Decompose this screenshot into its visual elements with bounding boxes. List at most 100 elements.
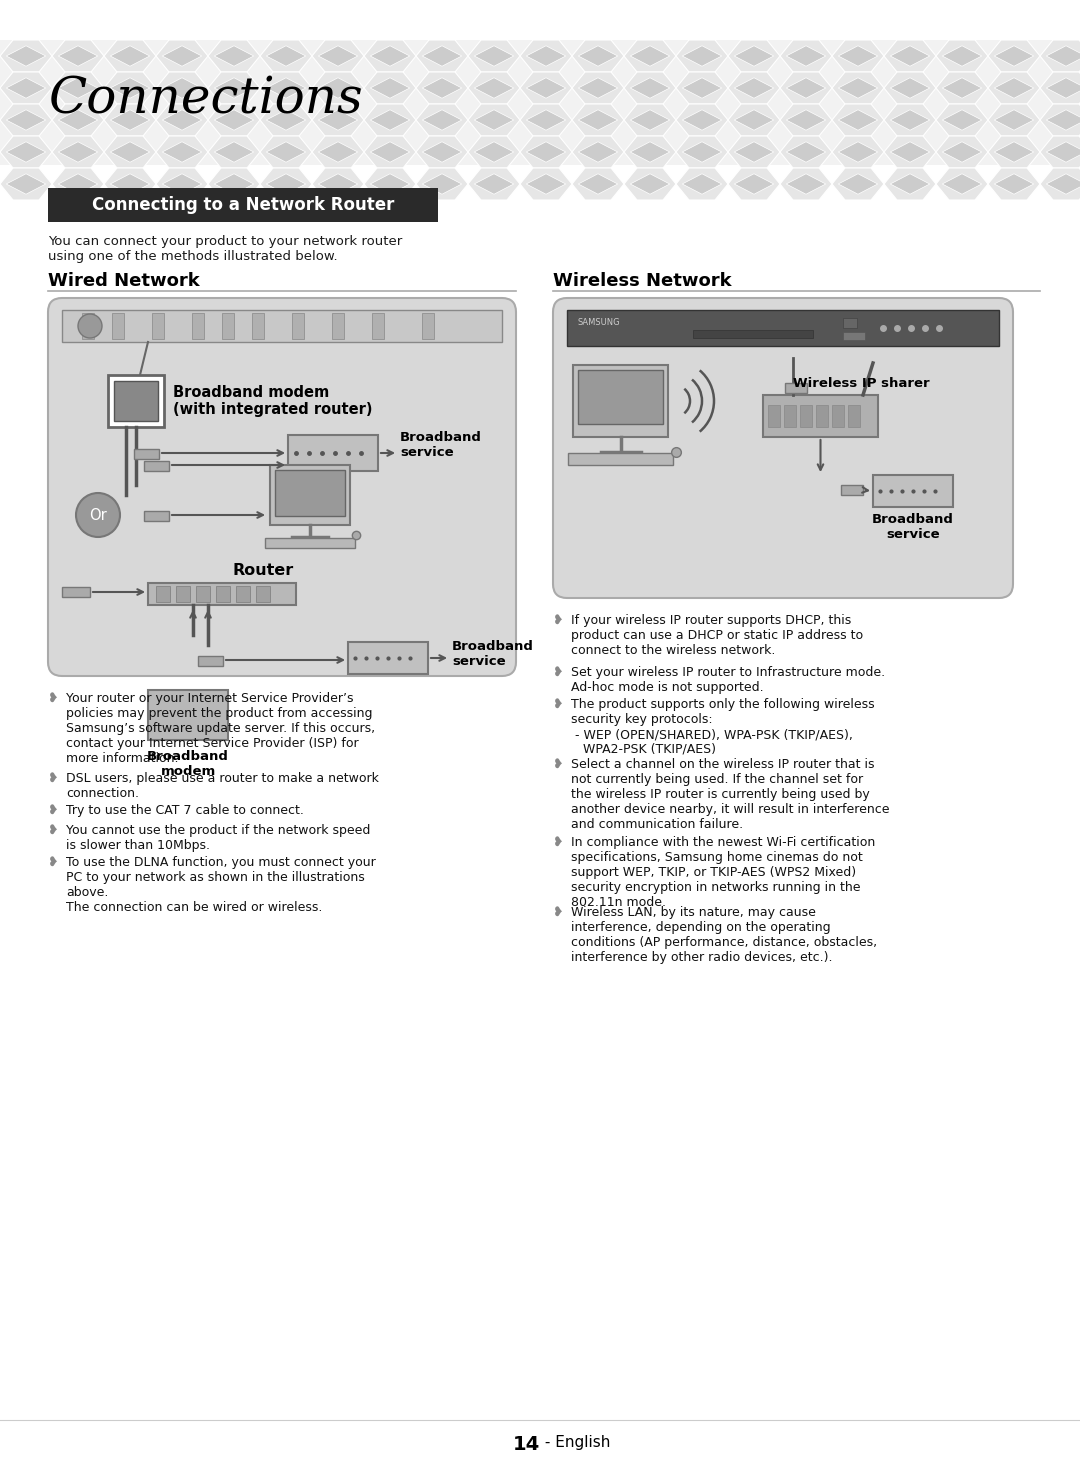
Bar <box>82 314 94 339</box>
Text: ❥: ❥ <box>553 759 564 771</box>
Bar <box>176 586 190 602</box>
Polygon shape <box>578 78 618 98</box>
Polygon shape <box>52 72 104 104</box>
Bar <box>275 470 345 516</box>
Polygon shape <box>1047 142 1080 163</box>
Text: ❥: ❥ <box>48 856 58 870</box>
Text: Broadband
service: Broadband service <box>453 640 534 669</box>
Bar <box>112 314 124 339</box>
Text: In compliance with the newest Wi-Fi certification
specifications, Samsung home c: In compliance with the newest Wi-Fi cert… <box>571 836 875 910</box>
Polygon shape <box>319 78 357 98</box>
Polygon shape <box>1047 109 1080 130</box>
Polygon shape <box>468 104 519 136</box>
Polygon shape <box>1040 104 1080 136</box>
Text: ❥: ❥ <box>553 836 564 849</box>
Polygon shape <box>110 142 150 163</box>
Polygon shape <box>676 136 728 169</box>
Polygon shape <box>995 78 1034 98</box>
Bar <box>152 314 164 339</box>
Polygon shape <box>936 169 988 200</box>
Polygon shape <box>1047 78 1080 98</box>
Polygon shape <box>319 46 357 67</box>
Polygon shape <box>838 173 878 194</box>
Polygon shape <box>208 136 260 169</box>
Polygon shape <box>838 78 878 98</box>
Bar <box>816 405 828 427</box>
Bar <box>265 538 355 549</box>
Polygon shape <box>267 142 306 163</box>
Bar <box>785 383 807 393</box>
Polygon shape <box>1047 46 1080 67</box>
Polygon shape <box>110 173 150 194</box>
Bar <box>108 376 164 427</box>
Bar <box>222 314 234 339</box>
Polygon shape <box>838 109 878 130</box>
Polygon shape <box>832 72 885 104</box>
Text: ❥: ❥ <box>553 698 564 711</box>
Polygon shape <box>578 173 618 194</box>
Polygon shape <box>942 46 982 67</box>
Polygon shape <box>683 142 721 163</box>
Polygon shape <box>6 173 45 194</box>
Polygon shape <box>526 109 566 130</box>
Polygon shape <box>936 136 988 169</box>
Text: ❥: ❥ <box>553 666 564 679</box>
Polygon shape <box>370 78 409 98</box>
Polygon shape <box>58 109 98 130</box>
Polygon shape <box>6 46 45 67</box>
Polygon shape <box>0 72 52 104</box>
Polygon shape <box>890 78 930 98</box>
Polygon shape <box>422 78 462 98</box>
Polygon shape <box>58 142 98 163</box>
Polygon shape <box>162 173 202 194</box>
Polygon shape <box>110 46 150 67</box>
Bar <box>768 405 780 427</box>
Text: Your router or your Internet Service Provider’s
policies may prevent the product: Your router or your Internet Service Pro… <box>66 692 375 765</box>
Bar <box>873 475 953 507</box>
Polygon shape <box>995 109 1034 130</box>
Text: Select a channel on the wireless IP router that is
not currently being used. If : Select a channel on the wireless IP rout… <box>571 759 890 831</box>
Bar <box>288 435 378 470</box>
Polygon shape <box>526 78 566 98</box>
Bar <box>192 314 204 339</box>
Polygon shape <box>832 40 885 72</box>
Polygon shape <box>312 169 364 200</box>
Polygon shape <box>890 173 930 194</box>
Polygon shape <box>780 104 832 136</box>
Polygon shape <box>267 46 306 67</box>
Polygon shape <box>683 173 721 194</box>
Polygon shape <box>631 46 670 67</box>
Polygon shape <box>1040 136 1080 169</box>
Polygon shape <box>468 72 519 104</box>
Bar <box>762 395 878 436</box>
Polygon shape <box>526 173 566 194</box>
Polygon shape <box>786 78 826 98</box>
Polygon shape <box>267 109 306 130</box>
Polygon shape <box>0 40 52 72</box>
Polygon shape <box>890 46 930 67</box>
Polygon shape <box>364 40 416 72</box>
Polygon shape <box>728 72 780 104</box>
Text: Wireless IP sharer: Wireless IP sharer <box>793 377 930 390</box>
Polygon shape <box>624 40 676 72</box>
Text: You cannot use the product if the network speed
is slower than 10Mbps.: You cannot use the product if the networ… <box>66 824 370 852</box>
Polygon shape <box>6 109 45 130</box>
Circle shape <box>76 493 120 537</box>
Polygon shape <box>52 136 104 169</box>
Polygon shape <box>936 72 988 104</box>
Bar <box>62 587 90 598</box>
Polygon shape <box>312 104 364 136</box>
Text: 14: 14 <box>513 1435 540 1454</box>
Bar <box>144 461 168 470</box>
Polygon shape <box>988 169 1040 200</box>
FancyBboxPatch shape <box>48 297 516 676</box>
Polygon shape <box>942 78 982 98</box>
Polygon shape <box>260 104 312 136</box>
Polygon shape <box>208 40 260 72</box>
Bar <box>195 586 210 602</box>
Bar <box>332 314 345 339</box>
Bar <box>784 405 796 427</box>
Polygon shape <box>208 169 260 200</box>
Polygon shape <box>890 109 930 130</box>
Bar <box>568 453 673 464</box>
